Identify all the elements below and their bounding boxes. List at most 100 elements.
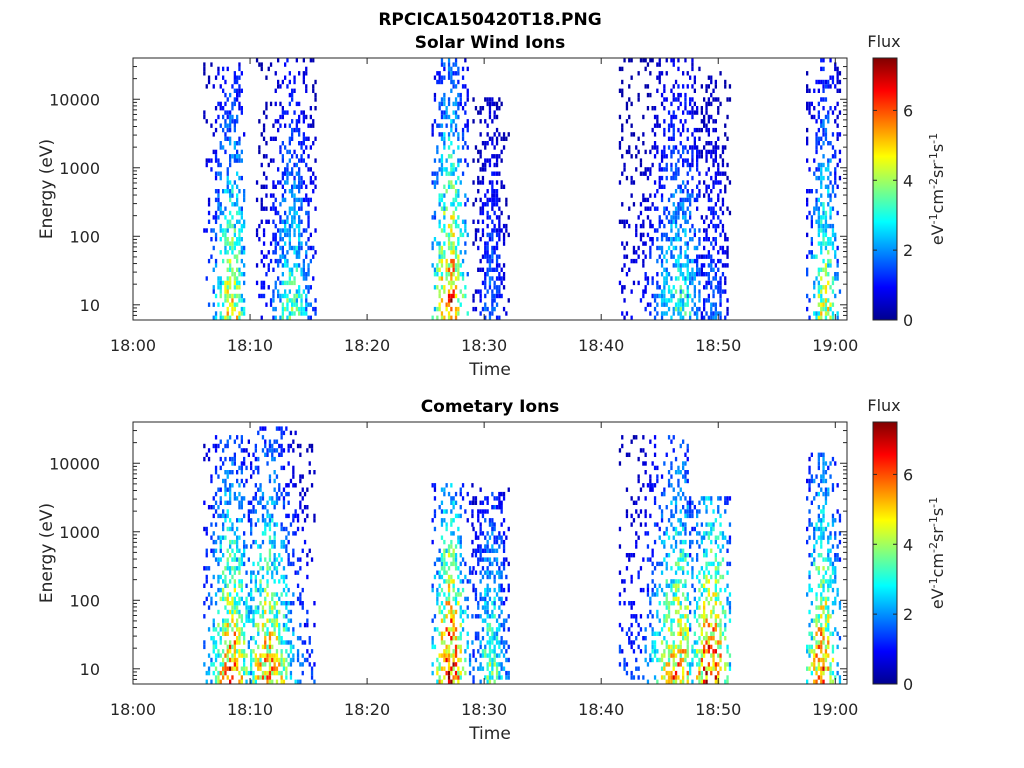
heatmap-cell [278, 622, 281, 628]
heatmap-cell [703, 272, 706, 277]
heatmap-cell [461, 587, 465, 593]
heatmap-cell [498, 622, 501, 628]
heatmap-cell [712, 127, 715, 133]
heatmap-cell [273, 601, 276, 606]
heatmap-cell [268, 601, 272, 606]
heatmap-cell [247, 557, 250, 562]
heatmap-cell [443, 539, 446, 545]
heatmap-cell [495, 548, 499, 553]
heatmap-cell [445, 267, 448, 272]
heatmap-cell [829, 58, 832, 63]
heatmap-cell [254, 579, 257, 584]
heatmap-cell [240, 461, 243, 466]
heatmap-cell [820, 245, 823, 251]
heatmap-cell [457, 513, 460, 519]
heatmap-cell [314, 250, 317, 255]
heatmap-cell [491, 180, 494, 185]
heatmap-cell [682, 570, 685, 575]
heatmap-cell [500, 649, 503, 654]
heatmap-cell [670, 675, 673, 680]
heatmap-cell [226, 548, 229, 553]
heatmap-cell [231, 223, 234, 229]
heatmap-cell [314, 97, 317, 102]
heatmap-cell [472, 241, 475, 246]
heatmap-cell [277, 263, 280, 268]
heatmap-cell [479, 644, 482, 650]
heatmap-cell [436, 557, 439, 562]
heatmap-cell [707, 535, 710, 540]
heatmap-cell [651, 631, 654, 636]
heatmap-cell [674, 171, 678, 176]
heatmap-cell [644, 509, 647, 514]
heatmap-cell [279, 180, 282, 185]
heatmap-cell [431, 640, 434, 645]
heatmap-cell [637, 644, 640, 650]
heatmap-cell [658, 62, 661, 67]
heatmap-cell [507, 670, 510, 676]
heatmap-cell [243, 263, 246, 268]
heatmap-cell [817, 162, 820, 168]
heatmap-cell [291, 302, 294, 307]
heatmap-cell [229, 315, 232, 320]
heatmap-cell [653, 132, 657, 137]
heatmap-cell [445, 123, 448, 128]
heatmap-cell [815, 132, 818, 137]
heatmap-cell [670, 566, 673, 571]
heatmap-cell [464, 223, 467, 229]
heatmap-cell [284, 210, 287, 216]
heatmap-cell [226, 267, 229, 272]
heatmap-cell [274, 285, 277, 290]
heatmap-cell [275, 614, 279, 619]
heatmap-cell [479, 500, 482, 505]
heatmap-cell [726, 162, 729, 168]
heatmap-cell [824, 315, 828, 320]
heatmap-cell [488, 101, 492, 107]
heatmap-cell [295, 250, 298, 255]
heatmap-cell [500, 136, 503, 141]
heatmap-cell [233, 101, 236, 107]
heatmap-cell [658, 79, 661, 85]
heatmap-cell [292, 553, 295, 558]
heatmap-cell [495, 670, 499, 676]
heatmap-cell [674, 114, 678, 120]
heatmap-cell [644, 276, 647, 281]
heatmap-cell [461, 145, 465, 150]
heatmap-cell [445, 509, 448, 514]
heatmap-cell [440, 298, 444, 303]
heatmap-cell [472, 653, 475, 658]
heatmap-cell [264, 426, 267, 431]
heatmap-cell [233, 254, 236, 259]
heatmap-cell [491, 258, 494, 264]
heatmap-cell [443, 141, 446, 146]
heatmap-cell [703, 587, 706, 593]
heatmap-cell [663, 97, 666, 102]
heatmap-cell [491, 548, 494, 553]
heatmap-cell [822, 267, 825, 272]
heatmap-cell [663, 618, 666, 623]
heatmap-cell [443, 675, 446, 680]
heatmap-cell [714, 311, 717, 316]
heatmap-cell [703, 636, 706, 641]
heatmap-cell [649, 250, 652, 255]
heatmap-cell [491, 202, 494, 207]
heatmap-cell [700, 640, 703, 645]
heatmap-cell [281, 175, 284, 181]
heatmap-cell [258, 119, 261, 124]
heatmap-cell [481, 210, 485, 216]
heatmap-cell [300, 197, 303, 203]
heatmap-cell [707, 75, 710, 80]
heatmap-cell [663, 254, 666, 259]
heatmap-cell [275, 474, 279, 479]
heatmap-cell [443, 657, 446, 663]
heatmap-cell [674, 456, 678, 462]
heatmap-cell [717, 180, 720, 185]
heatmap-cell [726, 136, 729, 141]
heatmap-cell [281, 254, 284, 259]
heatmap-cell [824, 215, 828, 220]
heatmap-cell [289, 522, 293, 527]
heatmap-cell [436, 627, 439, 632]
heatmap-cell [295, 101, 298, 107]
heatmap-cell [454, 644, 458, 650]
heatmap-cell [238, 601, 241, 606]
heatmap-cell [243, 298, 246, 303]
